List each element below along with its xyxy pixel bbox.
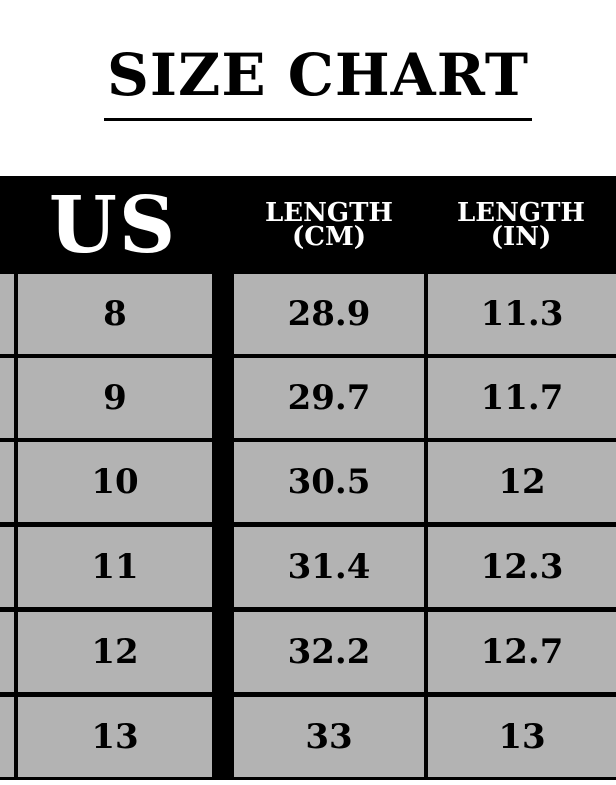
cell-edge [0, 274, 14, 354]
cell-us: 11 [18, 527, 212, 607]
cell-us: 9 [18, 358, 212, 438]
cell-cm: 32.2 [234, 612, 424, 692]
size-chart-table: US LENGTH (CM) LENGTH (IN) 8 28.9 11.3 9 29.… [0, 176, 616, 780]
header-length-in: LENGTH (IN) [426, 176, 616, 274]
cell-in: 12 [428, 442, 616, 522]
cell-cm: 29.7 [234, 358, 424, 438]
cell-cm: 31.4 [234, 527, 424, 607]
cell-edge [0, 697, 14, 777]
header-us: US [48, 179, 178, 271]
cell-us: 10 [18, 442, 212, 522]
header-length-cm: LENGTH (CM) [234, 176, 424, 274]
header-length-in-line2: (IN) [490, 222, 552, 252]
cell-edge [0, 442, 14, 522]
cell-cm: 30.5 [234, 442, 424, 522]
cell-in: 13 [428, 697, 616, 777]
cell-edge [0, 612, 14, 692]
cell-cm: 28.9 [234, 274, 424, 354]
cell-us: 12 [18, 612, 212, 692]
cell-in: 12.3 [428, 527, 616, 607]
cell-cm: 33 [234, 697, 424, 777]
cell-edge [0, 527, 14, 607]
cell-edge [0, 358, 14, 438]
size-chart-title: SIZE CHART [106, 41, 530, 109]
cell-us: 8 [18, 274, 212, 354]
cell-in: 12.7 [428, 612, 616, 692]
header-length-cm-line2: (CM) [291, 222, 367, 252]
title-underline [104, 118, 532, 121]
cell-us: 13 [18, 697, 212, 777]
cell-in: 11.7 [428, 358, 616, 438]
header-length-in-line1: LENGTH [457, 198, 585, 228]
header-length-cm-line1: LENGTH [265, 198, 393, 228]
cell-in: 11.3 [428, 274, 616, 354]
